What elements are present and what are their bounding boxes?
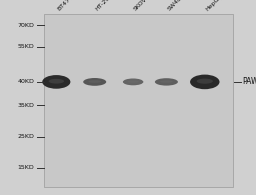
Text: 70KD: 70KD bbox=[18, 23, 35, 28]
Text: PAWR: PAWR bbox=[242, 77, 256, 86]
Ellipse shape bbox=[42, 75, 70, 89]
Text: HT-29: HT-29 bbox=[95, 0, 111, 12]
Ellipse shape bbox=[49, 79, 64, 84]
Ellipse shape bbox=[197, 79, 213, 84]
Ellipse shape bbox=[83, 78, 106, 86]
Ellipse shape bbox=[190, 74, 220, 89]
Bar bbox=[44, 14, 233, 187]
Text: SKOV3: SKOV3 bbox=[133, 0, 151, 12]
Text: 55KD: 55KD bbox=[18, 44, 35, 49]
Ellipse shape bbox=[155, 78, 178, 86]
Ellipse shape bbox=[88, 80, 101, 83]
Text: 15KD: 15KD bbox=[18, 165, 35, 170]
Ellipse shape bbox=[127, 80, 139, 83]
Text: SW480: SW480 bbox=[166, 0, 185, 12]
Ellipse shape bbox=[123, 78, 143, 85]
Text: 40KD: 40KD bbox=[18, 79, 35, 84]
Text: HepG2: HepG2 bbox=[205, 0, 223, 12]
Ellipse shape bbox=[160, 80, 173, 83]
Text: 25KD: 25KD bbox=[18, 134, 35, 139]
Text: BT474: BT474 bbox=[56, 0, 74, 12]
Text: 35KD: 35KD bbox=[18, 103, 35, 108]
